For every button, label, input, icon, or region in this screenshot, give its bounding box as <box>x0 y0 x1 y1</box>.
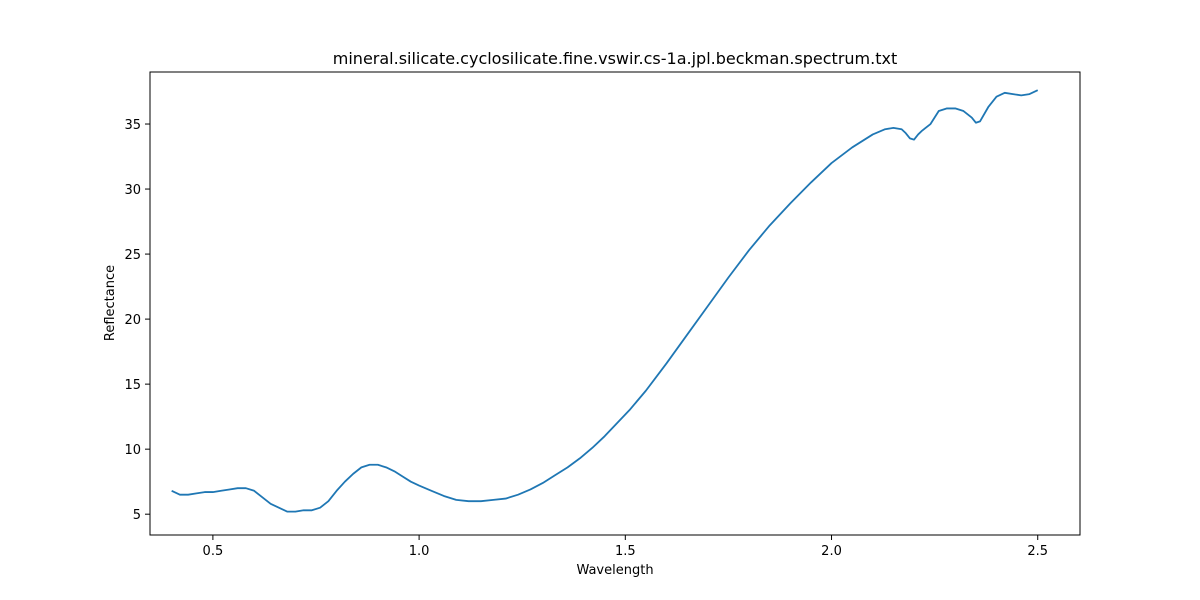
y-axis: 5 10 15 20 25 30 35 <box>124 118 150 523</box>
y-tick-label: 15 <box>124 378 141 393</box>
plot-area <box>171 89 1039 513</box>
chart-title: mineral.silicate.cyclosilicate.fine.vswi… <box>333 49 897 68</box>
y-tick-label: 35 <box>124 118 141 133</box>
y-tick-label: 25 <box>124 248 141 263</box>
x-tick-label: 1.5 <box>615 544 636 559</box>
plot-frame <box>149 71 1081 536</box>
x-tick-label: 1.0 <box>409 544 430 559</box>
x-tick-label: 2.5 <box>1027 544 1048 559</box>
x-tick-label: 0.5 <box>203 544 224 559</box>
y-tick-label: 10 <box>124 443 141 458</box>
y-tick-label: 30 <box>124 183 141 198</box>
y-tick-label: 5 <box>133 508 141 523</box>
x-axis-label: Wavelength <box>576 563 653 578</box>
series-line <box>171 89 1039 513</box>
y-tick-label: 20 <box>124 313 141 328</box>
x-tick-label: 2.0 <box>821 544 842 559</box>
x-axis: 0.5 1.0 1.5 2.0 2.5 <box>203 535 1048 559</box>
y-axis-label: Reflectance <box>103 265 118 341</box>
